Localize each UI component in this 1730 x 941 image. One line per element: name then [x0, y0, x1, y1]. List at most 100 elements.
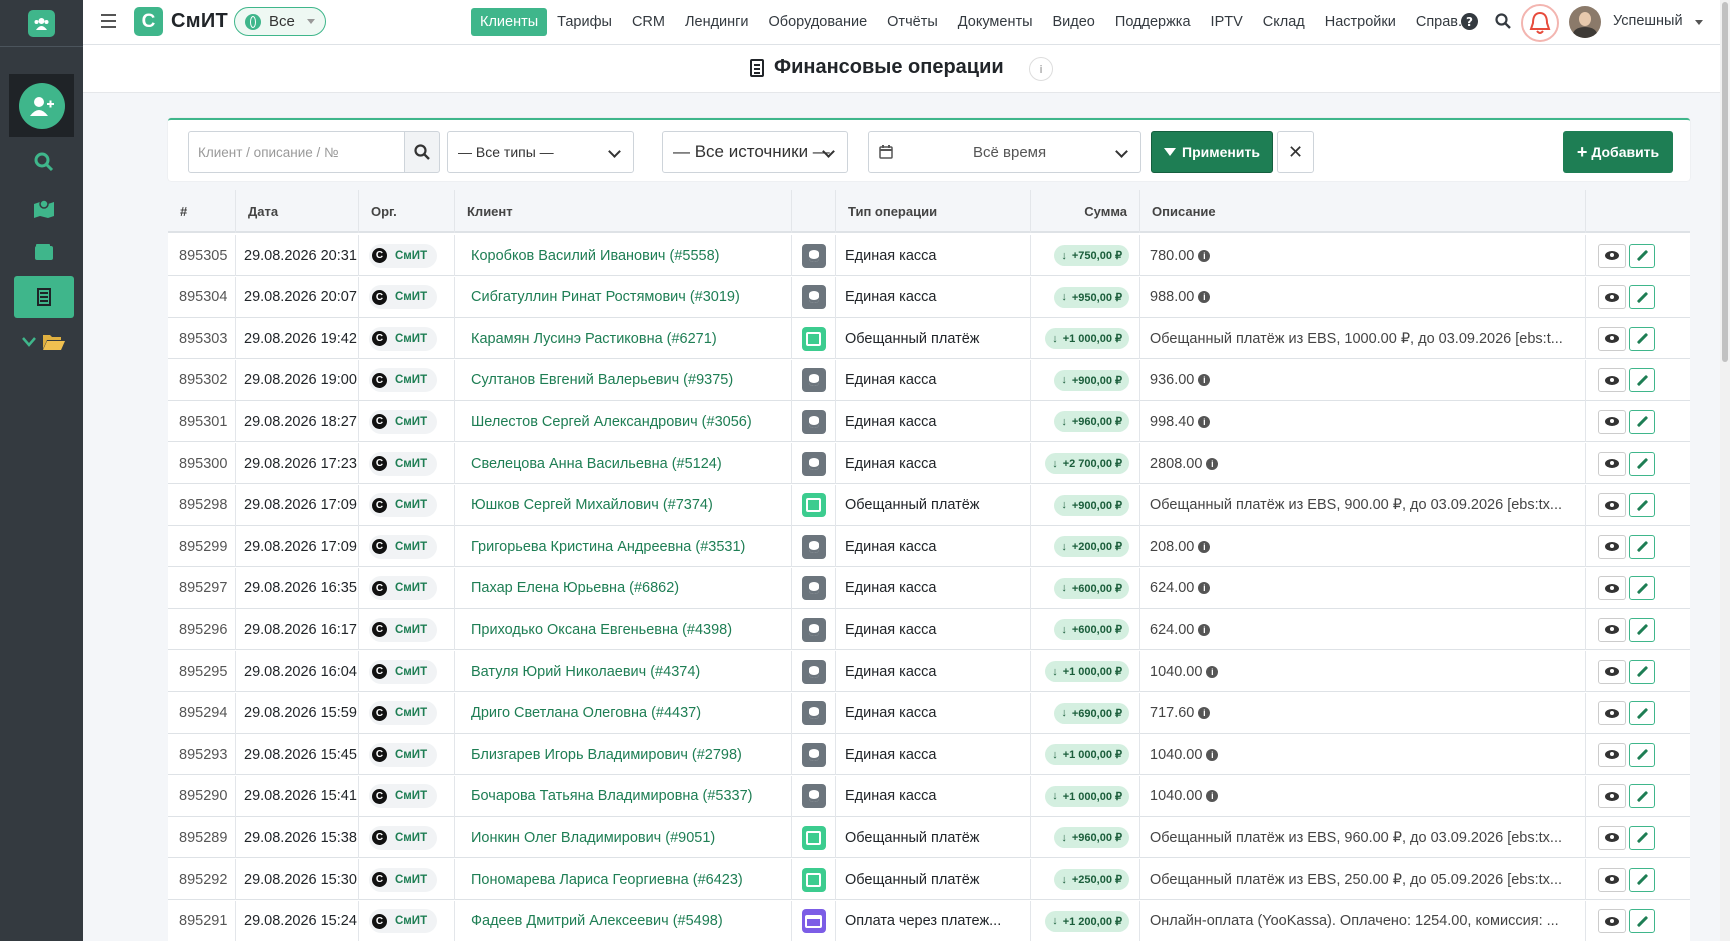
- nav-video[interactable]: Видео: [1052, 14, 1095, 30]
- info-icon[interactable]: i: [1206, 748, 1219, 761]
- info-icon[interactable]: i: [1198, 291, 1211, 304]
- edit-button[interactable]: [1629, 493, 1655, 518]
- row-client-link[interactable]: Бочарова Татьяна Владимировна (#5337): [455, 775, 792, 817]
- view-button[interactable]: [1598, 368, 1626, 393]
- edit-button[interactable]: [1629, 867, 1655, 892]
- nav-documents[interactable]: Документы: [957, 14, 1033, 30]
- edit-button[interactable]: [1629, 825, 1655, 850]
- app-logo[interactable]: С: [134, 7, 163, 36]
- reset-button[interactable]: ✕: [1277, 131, 1314, 173]
- row-id[interactable]: 895298: [168, 484, 236, 526]
- menu-toggle-icon[interactable]: [101, 14, 116, 28]
- view-button[interactable]: [1598, 493, 1626, 518]
- view-button[interactable]: [1598, 409, 1626, 434]
- view-button[interactable]: [1598, 909, 1626, 934]
- view-button[interactable]: [1598, 243, 1626, 268]
- app-brand[interactable]: СмИТ: [171, 10, 229, 32]
- row-id[interactable]: 895297: [168, 567, 236, 609]
- help-icon[interactable]: ?: [1461, 13, 1478, 30]
- edit-button[interactable]: [1629, 617, 1655, 642]
- view-button[interactable]: [1598, 576, 1626, 601]
- notifications-button[interactable]: [1521, 4, 1559, 42]
- info-icon[interactable]: i: [1198, 623, 1211, 636]
- row-client-link[interactable]: Приходько Оксана Евгеньевна (#4398): [455, 609, 792, 651]
- info-icon[interactable]: i: [1198, 582, 1211, 595]
- nav-reference[interactable]: Справ.: [1415, 14, 1463, 30]
- edit-button[interactable]: [1629, 368, 1655, 393]
- row-id[interactable]: 895305: [168, 235, 236, 276]
- col-org[interactable]: Орг.: [359, 190, 455, 233]
- col-date[interactable]: Дата: [236, 190, 359, 233]
- view-button[interactable]: [1598, 326, 1626, 351]
- col-amount[interactable]: Сумма: [1031, 190, 1140, 233]
- row-client-link[interactable]: Карамян Лусинэ Растиковна (#6271): [455, 318, 792, 360]
- search-icon[interactable]: [1495, 13, 1511, 33]
- info-icon[interactable]: i: [1206, 790, 1219, 803]
- view-button[interactable]: [1598, 742, 1626, 767]
- row-id[interactable]: 895290: [168, 775, 236, 817]
- nav-landings[interactable]: Лендинги: [684, 14, 749, 30]
- view-button[interactable]: [1598, 659, 1626, 684]
- add-button[interactable]: + Добавить: [1563, 131, 1673, 173]
- add-client-button[interactable]: [9, 74, 74, 137]
- row-client-link[interactable]: Сибгатуллин Ринат Ростямович (#3019): [455, 276, 792, 318]
- row-id[interactable]: 895295: [168, 651, 236, 692]
- edit-button[interactable]: [1629, 451, 1655, 476]
- info-icon[interactable]: i: [1198, 707, 1211, 720]
- row-client-link[interactable]: Султанов Евгений Валерьевич (#9375): [455, 359, 792, 401]
- search-input[interactable]: Клиент / описание / №: [188, 131, 405, 173]
- info-icon[interactable]: i: [1198, 540, 1211, 553]
- edit-button[interactable]: [1629, 285, 1655, 310]
- view-button[interactable]: [1598, 825, 1626, 850]
- info-icon[interactable]: i: [1198, 374, 1211, 387]
- row-id[interactable]: 895303: [168, 318, 236, 360]
- nav-settings[interactable]: Настройки: [1324, 14, 1396, 30]
- edit-button[interactable]: [1629, 909, 1655, 934]
- row-id[interactable]: 895294: [168, 692, 236, 734]
- row-id[interactable]: 895299: [168, 526, 236, 568]
- row-id[interactable]: 895292: [168, 859, 236, 900]
- view-button[interactable]: [1598, 451, 1626, 476]
- edit-button[interactable]: [1629, 784, 1655, 809]
- edit-button[interactable]: [1629, 701, 1655, 726]
- row-client-link[interactable]: Шелестов Сергей Александрович (#3056): [455, 401, 792, 443]
- row-id[interactable]: 895289: [168, 817, 236, 859]
- edit-button[interactable]: [1629, 409, 1655, 434]
- user-caret-icon[interactable]: [1695, 20, 1703, 25]
- edit-button[interactable]: [1629, 326, 1655, 351]
- info-icon[interactable]: i: [1198, 249, 1211, 262]
- type-select[interactable]: — Все типы —: [447, 131, 634, 173]
- nav-support[interactable]: Поддержка: [1114, 14, 1191, 30]
- col-type[interactable]: Тип операции: [836, 190, 1031, 233]
- nav-crm[interactable]: CRM: [631, 14, 665, 30]
- view-button[interactable]: [1598, 534, 1626, 559]
- source-select[interactable]: — Все источники —: [662, 131, 848, 173]
- col-client[interactable]: Клиент: [455, 190, 792, 233]
- view-button[interactable]: [1598, 784, 1626, 809]
- row-client-link[interactable]: Юшков Сергей Михайлович (#7374): [455, 484, 792, 526]
- view-button[interactable]: [1598, 285, 1626, 310]
- row-client-link[interactable]: Коробков Василий Иванович (#5558): [455, 235, 792, 276]
- info-icon[interactable]: i: [1029, 57, 1053, 81]
- row-client-link[interactable]: Ионкин Олег Владимирович (#9051): [455, 817, 792, 859]
- user-name[interactable]: Успешный: [1613, 13, 1683, 29]
- row-id[interactable]: 895302: [168, 359, 236, 401]
- row-client-link[interactable]: Дриго Светлана Олеговна (#4437): [455, 692, 792, 734]
- scrollbar-thumb[interactable]: [1722, 2, 1728, 362]
- avatar[interactable]: [1569, 6, 1601, 38]
- edit-button[interactable]: [1629, 243, 1655, 268]
- row-id[interactable]: 895300: [168, 443, 236, 484]
- nav-warehouse[interactable]: Склад: [1262, 14, 1305, 30]
- apply-button[interactable]: Применить: [1151, 131, 1273, 173]
- row-id[interactable]: 895304: [168, 276, 236, 318]
- row-client-link[interactable]: Пономарева Лариса Георгиевна (#6423): [455, 859, 792, 900]
- info-icon[interactable]: i: [1206, 665, 1219, 678]
- sidebar-brand[interactable]: [0, 0, 83, 47]
- info-icon[interactable]: i: [1206, 457, 1219, 470]
- row-id[interactable]: 895291: [168, 900, 236, 941]
- sidebar-wallet[interactable]: [14, 231, 74, 273]
- period-select[interactable]: Всё время: [868, 131, 1141, 173]
- col-id[interactable]: #: [168, 190, 236, 233]
- row-client-link[interactable]: Ватуля Юрий Николаевич (#4374): [455, 651, 792, 692]
- row-client-link[interactable]: Свелецова Анна Васильевна (#5124): [455, 443, 792, 484]
